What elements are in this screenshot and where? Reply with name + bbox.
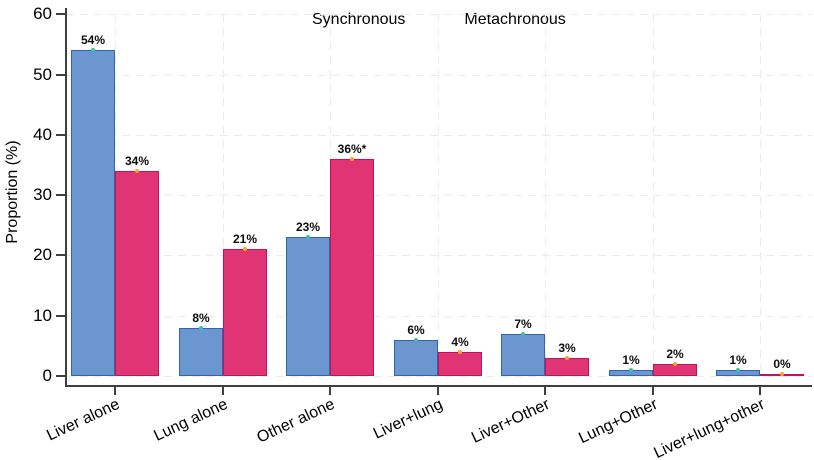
y-tick-label-10: 10 (33, 306, 52, 325)
x-tick-4 (544, 386, 546, 395)
synchronous-marker-icon (521, 332, 525, 336)
bar-value-label: 1% (729, 353, 747, 367)
x-tick-3 (437, 386, 439, 395)
metachronous-marker-icon (243, 247, 247, 251)
bar-value-label: 6% (407, 323, 425, 337)
metachronous-marker-icon (458, 350, 462, 354)
bar-value-label: 0% (773, 357, 791, 371)
y-tick-label-60: 60 (33, 4, 52, 23)
horizontal-gridline-30 (66, 195, 812, 196)
y-tick-0 (56, 375, 66, 377)
horizontal-gridline-20 (66, 255, 812, 256)
y-tick-40 (56, 134, 66, 136)
synchronous-marker-icon (736, 368, 740, 372)
synchronous-marker-icon (629, 368, 633, 372)
bar-synchronous-lung-alone (179, 328, 223, 376)
metachronous-marker-icon (780, 372, 784, 376)
bar-value-label: 54% (80, 33, 106, 47)
y-tick-label-30: 30 (33, 185, 52, 204)
bar-value-label: 8% (192, 311, 210, 325)
y-axis-line (65, 8, 67, 386)
x-tick-6 (759, 386, 761, 395)
bar-value-label: 34% (124, 154, 150, 168)
x-tick-5 (652, 386, 654, 395)
bar-synchronous-liver-other (501, 334, 545, 376)
bar-metachronous-lung-alone (223, 249, 267, 376)
bar-value-label: 1% (622, 353, 640, 367)
metachronous-marker-icon (673, 362, 677, 366)
bar-value-label: 21% (232, 232, 258, 246)
bar-metachronous-liver-other (545, 358, 589, 376)
bar-metachronous-other-alone (330, 159, 374, 376)
bar-metachronous-liver-alone (115, 171, 159, 376)
bar-synchronous-liver-alone (71, 50, 115, 376)
synchronous-marker-icon (91, 48, 95, 52)
horizontal-gridline-40 (66, 135, 812, 136)
horizontal-gridline-0 (66, 376, 812, 377)
y-tick-60 (56, 13, 66, 15)
y-tick-label-20: 20 (33, 245, 52, 264)
x-tick-2 (329, 386, 331, 395)
y-tick-label-50: 50 (33, 65, 52, 84)
metachronous-marker-icon (565, 356, 569, 360)
bar-value-label: 2% (666, 347, 684, 361)
bar-value-label: 7% (514, 317, 532, 331)
y-tick-30 (56, 194, 66, 196)
y-tick-label-40: 40 (33, 125, 52, 144)
bar-synchronous-other-alone (286, 237, 330, 376)
y-tick-20 (56, 254, 66, 256)
x-tick-1 (222, 386, 224, 395)
x-tick-0 (114, 386, 116, 395)
y-tick-label-0: 0 (42, 366, 52, 385)
bar-value-label: 3% (558, 341, 576, 355)
y-tick-50 (56, 74, 66, 76)
bar-metachronous-liver-lung (438, 352, 482, 376)
y-tick-10 (56, 315, 66, 317)
bar-value-label: 23% (295, 220, 321, 234)
metachronous-marker-icon (350, 157, 354, 161)
synchronous-marker-icon (306, 235, 310, 239)
horizontal-gridline-60 (66, 14, 812, 15)
x-axis-line (65, 385, 812, 387)
bar-value-label: 4% (451, 335, 469, 349)
horizontal-gridline-10 (66, 316, 812, 317)
synchronous-marker-icon (414, 338, 418, 342)
metachronous-marker-icon (135, 169, 139, 173)
bar-value-label: 36%* (337, 142, 367, 156)
synchronous-marker-icon (199, 326, 203, 330)
horizontal-gridline-50 (66, 75, 812, 76)
